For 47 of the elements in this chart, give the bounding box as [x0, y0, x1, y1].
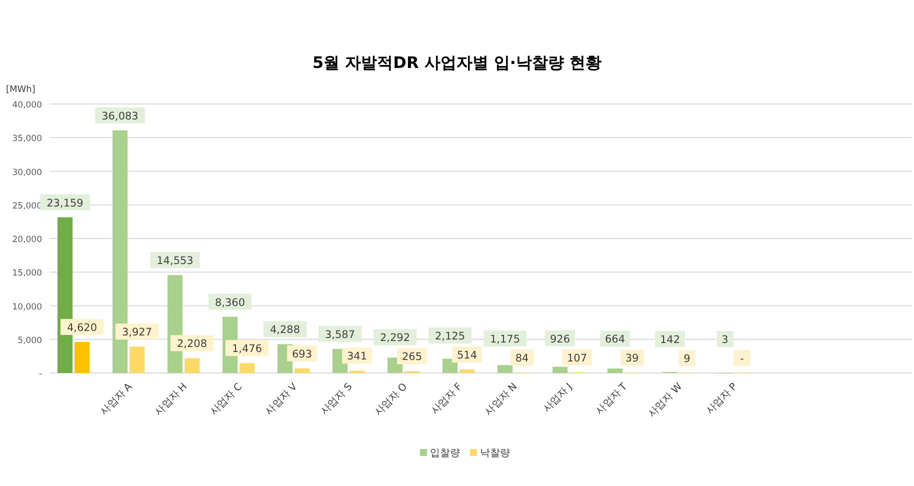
data-label: 4,620 [66, 322, 98, 334]
y-tick-label: 30,000 [12, 168, 42, 178]
data-label: 142 [660, 334, 680, 346]
legend-label: 낙찰량 [480, 448, 510, 459]
data-label: 107 [566, 352, 588, 364]
y-axis-title: [MWh] [6, 85, 36, 95]
data-label: 514 [456, 350, 478, 362]
data-label: 36,083 [102, 110, 138, 122]
bar [294, 368, 310, 373]
bar [130, 346, 144, 373]
bar [608, 368, 622, 373]
legend-label: 입찰량 [430, 448, 460, 459]
data-label: 8,360 [214, 296, 246, 309]
data-label: 3,927 [122, 326, 152, 339]
data-label: 9 [684, 352, 690, 365]
data-label: - [740, 353, 744, 365]
bar [240, 363, 254, 373]
y-tick-label: 15,000 [12, 268, 42, 279]
bar [552, 366, 568, 373]
data-label: 3,587 [324, 328, 356, 341]
data-label: 14,553 [156, 255, 194, 268]
y-tick-label: 35,000 [12, 134, 42, 144]
data-label: 3 [722, 334, 728, 346]
chart-title: 5월 자발적DR 사업자별 입·낙찰량 현황 [312, 53, 602, 72]
y-tick-label: 10,000 [12, 302, 42, 312]
data-label: 39 [625, 352, 639, 365]
data-label: 2,292 [380, 332, 410, 344]
data-label: 693 [292, 348, 312, 360]
y-tick-label: 20,000 [12, 235, 42, 245]
bar [498, 365, 512, 373]
data-label: 926 [550, 333, 570, 346]
data-label: 84 [515, 352, 529, 364]
bar [184, 358, 200, 373]
data-label: 4,288 [270, 324, 300, 336]
data-label: 2,125 [434, 330, 466, 343]
data-label: 341 [346, 350, 368, 363]
data-label: 23,159 [46, 197, 84, 210]
data-label: 2,208 [176, 338, 208, 350]
bar [460, 370, 474, 373]
y-tick-label: 5,000 [18, 336, 42, 346]
data-label: 664 [604, 334, 626, 346]
data-label: 265 [402, 351, 422, 364]
y-tick-label: 40,000 [12, 100, 42, 110]
data-label: 1,476 [232, 343, 262, 356]
data-label: 1,175 [490, 333, 520, 346]
y-tick-label: - [38, 370, 42, 380]
bar [74, 342, 90, 373]
